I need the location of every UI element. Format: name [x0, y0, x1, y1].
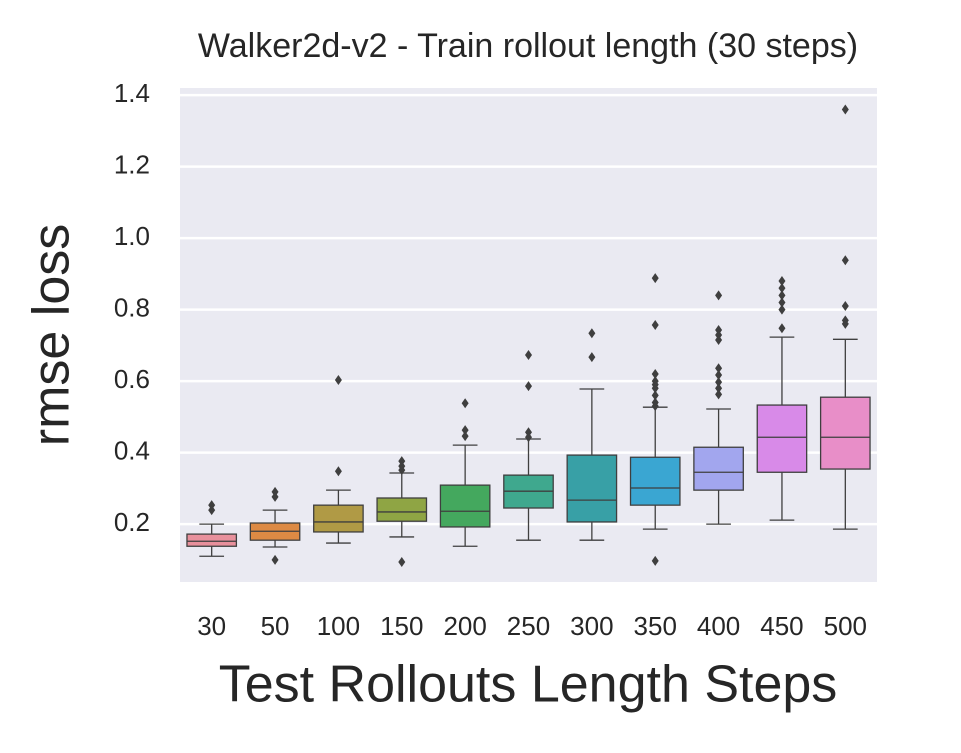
- flier: [778, 290, 786, 301]
- flier: [651, 273, 659, 284]
- flier: [841, 255, 849, 266]
- box: [693, 446, 744, 491]
- flier: [715, 377, 723, 388]
- y-tick-label: 1.2: [114, 150, 150, 180]
- flier: [778, 304, 786, 315]
- box: [376, 497, 428, 522]
- y-tick-label: 0.6: [114, 364, 150, 394]
- x-tick-label: 200: [443, 611, 486, 641]
- flier: [715, 335, 723, 346]
- flier: [715, 389, 723, 400]
- flier: [208, 505, 216, 516]
- x-tick-label: 100: [317, 611, 360, 641]
- flier: [398, 465, 406, 476]
- box: [439, 484, 491, 528]
- flier: [398, 456, 406, 467]
- flier: [271, 486, 279, 497]
- x-tick-label: 500: [824, 611, 867, 641]
- flier: [651, 319, 659, 330]
- flier: [778, 323, 786, 334]
- flier: [334, 466, 342, 477]
- flier: [715, 370, 723, 381]
- x-tick-label: 300: [570, 611, 613, 641]
- flier: [271, 491, 279, 502]
- flier: [461, 398, 469, 409]
- flier: [715, 290, 723, 301]
- box: [566, 454, 618, 523]
- box: [819, 396, 871, 470]
- flier: [525, 381, 532, 392]
- flier: [715, 324, 723, 335]
- flier: [525, 427, 532, 438]
- y-tick-label: 0.2: [114, 507, 150, 537]
- flier: [715, 363, 723, 374]
- x-tick-label: 400: [697, 611, 740, 641]
- x-tick-label: 50: [261, 611, 290, 641]
- box: [629, 456, 681, 506]
- flier: [271, 554, 279, 565]
- box: [186, 533, 238, 547]
- flier: [841, 104, 849, 115]
- y-tick-label: 0.8: [114, 292, 150, 322]
- flier: [525, 350, 532, 361]
- flier: [208, 500, 216, 511]
- flier: [651, 383, 659, 394]
- y-tick-label: 1.4: [114, 78, 150, 108]
- flier: [588, 352, 596, 363]
- flier: [715, 383, 723, 394]
- flier: [461, 431, 469, 442]
- chart-title: Walker2d-v2 - Train rollout length (30 s…: [198, 27, 858, 65]
- box: [756, 404, 808, 473]
- x-tick-label: 30: [197, 611, 226, 641]
- flier: [715, 330, 723, 340]
- x-axis-label: Test Rollouts Length Steps: [219, 656, 838, 714]
- flier: [525, 432, 532, 443]
- x-tick-label: 350: [634, 611, 677, 641]
- flier: [651, 401, 659, 412]
- flier: [398, 556, 406, 567]
- y-tick-label: 0.4: [114, 435, 150, 465]
- y-axis-label: rmse loss: [23, 224, 81, 446]
- flier: [841, 301, 849, 312]
- flier: [334, 375, 342, 386]
- x-tick-label: 250: [507, 611, 550, 641]
- x-tick-label: 450: [760, 611, 803, 641]
- flier: [778, 297, 786, 308]
- flier: [651, 368, 659, 379]
- flier: [778, 276, 786, 287]
- flier: [841, 318, 849, 329]
- flier: [651, 390, 659, 401]
- x-tick-label: 150: [380, 611, 423, 641]
- flier: [651, 555, 659, 566]
- flier: [778, 283, 786, 294]
- y-tick-label: 1.0: [114, 221, 150, 251]
- box: [313, 504, 364, 533]
- flier: [461, 425, 469, 436]
- flier: [588, 328, 596, 339]
